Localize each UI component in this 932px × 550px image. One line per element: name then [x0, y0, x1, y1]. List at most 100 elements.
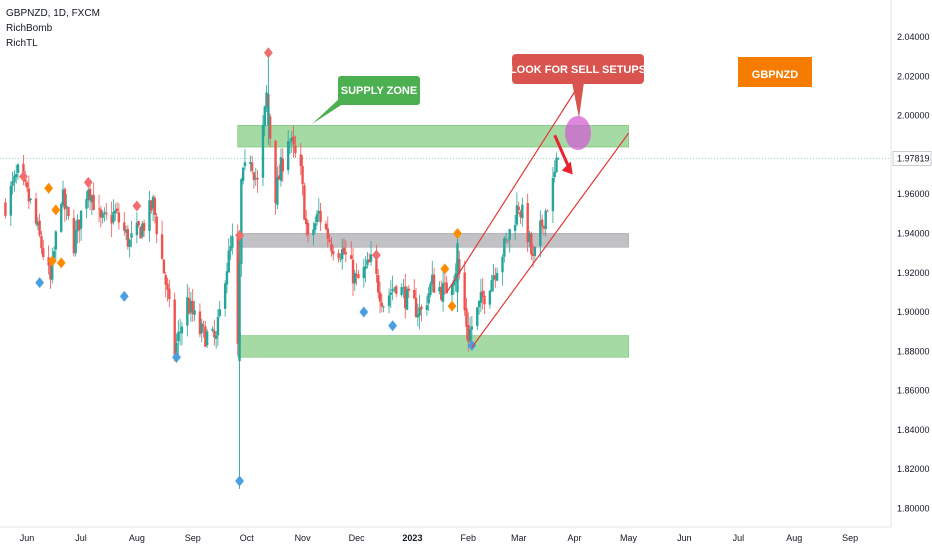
markers-layer	[19, 47, 477, 487]
x-tick-label: Aug	[786, 533, 802, 543]
candle-body	[236, 236, 239, 344]
candle-body	[290, 137, 293, 142]
signal-marker-orange	[453, 227, 462, 239]
candle-body	[67, 207, 70, 217]
signal-marker-blue	[172, 351, 181, 363]
candle-body	[78, 219, 81, 231]
x-tick-label: Nov	[295, 533, 312, 543]
candle-body	[364, 266, 367, 270]
candle-body	[378, 292, 382, 302]
candle-body	[387, 295, 391, 306]
candle-body	[101, 213, 104, 218]
candle-body	[267, 105, 270, 126]
signal-marker-red	[132, 200, 142, 212]
supply-zone	[237, 125, 629, 148]
candle-body	[368, 259, 371, 263]
x-tick-label: 2023	[402, 533, 422, 543]
candle-body	[382, 306, 385, 308]
channel-layer	[446, 91, 630, 348]
candle-body	[395, 286, 398, 294]
candle-body	[229, 246, 232, 252]
candle-body	[513, 224, 517, 231]
signal-marker-blue	[35, 277, 45, 289]
candle-body	[504, 238, 508, 240]
candle-body	[304, 218, 308, 225]
candle-body	[148, 200, 151, 231]
candle-body	[369, 254, 373, 262]
candle-body	[342, 247, 346, 254]
candle-body	[540, 219, 544, 226]
y-tick-label: 1.82000	[897, 464, 930, 474]
indicator-richtl[interactable]: RichTL	[6, 38, 38, 49]
candle-body	[97, 208, 101, 210]
candle-body	[557, 158, 560, 160]
candle-body	[238, 331, 241, 362]
x-tick-label: Apr	[568, 533, 582, 543]
candle-body	[151, 196, 155, 209]
candle-body	[476, 307, 479, 327]
candle-body	[531, 253, 535, 257]
candle-body	[281, 158, 284, 172]
candle-body	[450, 284, 454, 296]
candle-body	[42, 248, 45, 258]
candle-body	[38, 220, 41, 236]
candle-body	[375, 252, 378, 275]
candle-body	[542, 225, 546, 229]
candle-body	[402, 287, 405, 289]
y-tick-label: 2.00000	[897, 111, 930, 121]
candle-body	[452, 280, 456, 286]
candle-body	[204, 326, 207, 347]
candle-body	[351, 259, 355, 284]
candle-body	[277, 175, 281, 180]
candle-body	[180, 326, 184, 334]
candle-body	[517, 206, 520, 211]
candle-body	[503, 238, 506, 257]
signal-marker-orange	[51, 204, 61, 216]
candle-body	[175, 342, 178, 355]
candle-body	[506, 239, 510, 241]
candle-body	[114, 210, 117, 214]
candle-body	[530, 233, 533, 255]
candle-body	[501, 256, 504, 273]
indicator-richbomb[interactable]: RichBomb	[6, 23, 53, 34]
highlight-circle	[565, 116, 591, 150]
candle-body	[288, 141, 292, 143]
candle-body	[418, 307, 421, 316]
candle-body	[533, 246, 537, 256]
candle-body	[332, 250, 335, 255]
candle-body	[162, 259, 166, 274]
x-tick-label: Jul	[733, 533, 745, 543]
candle-body	[186, 297, 189, 326]
candle-body	[191, 301, 194, 315]
candle-body	[252, 172, 256, 181]
candle-body	[528, 232, 531, 242]
candle-body	[193, 310, 196, 315]
candle-body	[468, 329, 472, 342]
candle-body	[465, 308, 468, 327]
candle-body	[350, 255, 353, 259]
x-tick-label: May	[620, 533, 638, 543]
candle-body	[74, 230, 77, 254]
candle-body	[440, 286, 443, 300]
x-tick-label: Aug	[129, 533, 145, 543]
candle-body	[13, 175, 16, 183]
candle-body	[34, 198, 38, 224]
candle-body	[99, 209, 103, 218]
sell-label-pointer	[572, 82, 584, 118]
candle-body	[344, 252, 348, 255]
symbol-title[interactable]: GBPNZD, 1D, FXCM	[6, 8, 100, 19]
candle-body	[276, 177, 279, 205]
channel-line	[446, 91, 576, 293]
candle-body	[115, 208, 119, 212]
candle-body	[214, 335, 218, 339]
y-tick-label: 1.92000	[897, 268, 930, 278]
y-tick-label: 1.80000	[897, 504, 930, 514]
candle-body	[366, 259, 369, 266]
candle-body	[521, 204, 524, 219]
y-tick-label: 1.94000	[897, 228, 930, 238]
candle-body	[546, 210, 549, 212]
candle-body	[254, 177, 257, 179]
candle-body	[458, 259, 461, 274]
candle-body	[187, 298, 191, 314]
